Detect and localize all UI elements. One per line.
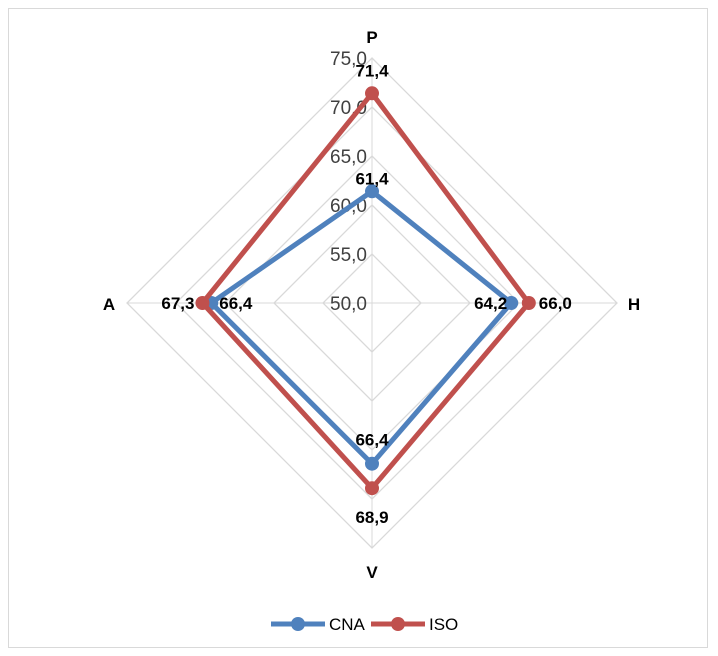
data-label-cna-p: 61,4 (355, 169, 389, 188)
data-label-iso-p: 71,4 (355, 61, 389, 80)
data-label-cna-a: 66,4 (219, 294, 253, 313)
axis-label-p: P (366, 28, 377, 47)
legend-marker-cna (291, 617, 305, 631)
series-point-cna (365, 184, 379, 199)
axis-label-h: H (628, 295, 640, 314)
data-label-iso-a: 67,3 (161, 294, 194, 313)
radial-tick-label: 50,0 (330, 294, 367, 315)
axis-label-a: A (103, 295, 115, 314)
radar-chart: 50,055,060,065,070,075,0PHVA61,464,266,4… (103, 28, 640, 634)
series-line-cna (207, 188, 515, 468)
legend-label-cna: CNA (329, 615, 366, 634)
radial-tick-label: 55,0 (330, 245, 367, 266)
legend-marker-iso (391, 617, 405, 631)
radial-tick-label: 65,0 (330, 147, 367, 168)
chart-frame: 50,0 55,0 60,0 65,0 70,0 75,0 P H V A 61,4 64,2 66,4… (8, 8, 708, 648)
series-point-iso (521, 296, 536, 310)
axis-label-v: V (366, 563, 378, 582)
series-point-iso (365, 86, 379, 101)
series-point-cna (365, 456, 379, 471)
data-label-cna-v: 66,4 (355, 431, 389, 450)
legend-label-iso: ISO (429, 615, 458, 634)
radial-tick-label: 75,0 (330, 49, 367, 70)
data-label-iso-h: 66,0 (539, 294, 572, 313)
data-label-iso-v: 68,9 (355, 508, 388, 527)
series-point-iso (365, 481, 379, 496)
series-point-iso (195, 296, 210, 310)
data-label-cna-h: 64,2 (474, 294, 507, 313)
series-point-cna (504, 296, 519, 310)
